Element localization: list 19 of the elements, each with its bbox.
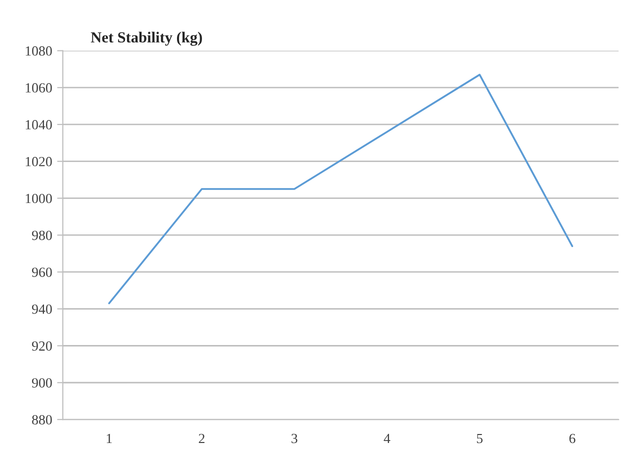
x-tick-label: 4 bbox=[384, 434, 390, 444]
y-tick-label: 1040 bbox=[26, 120, 52, 130]
y-tick-label: 1080 bbox=[26, 46, 52, 56]
x-tick-label: 6 bbox=[569, 434, 576, 444]
y-tick-label: 1020 bbox=[26, 156, 52, 166]
y-tick-label: 940 bbox=[32, 304, 52, 314]
y-tick-label: 960 bbox=[32, 268, 52, 277]
chart-title: Net Stability (kg) bbox=[90, 32, 202, 46]
y-tick-label: 920 bbox=[32, 341, 52, 351]
y-tick-label: 980 bbox=[32, 230, 52, 240]
x-tick-label: 3 bbox=[292, 434, 298, 444]
line-series bbox=[108, 74, 574, 304]
y-tick-label: 1000 bbox=[26, 194, 52, 204]
x-tick-label: 5 bbox=[476, 434, 483, 444]
y-tick-label: 900 bbox=[32, 378, 52, 388]
x-tick-label: 1 bbox=[106, 434, 112, 444]
x-tick-label: 2 bbox=[198, 434, 204, 444]
y-tick-label: 880 bbox=[32, 415, 52, 424]
y-tick-label: 1060 bbox=[26, 83, 52, 93]
